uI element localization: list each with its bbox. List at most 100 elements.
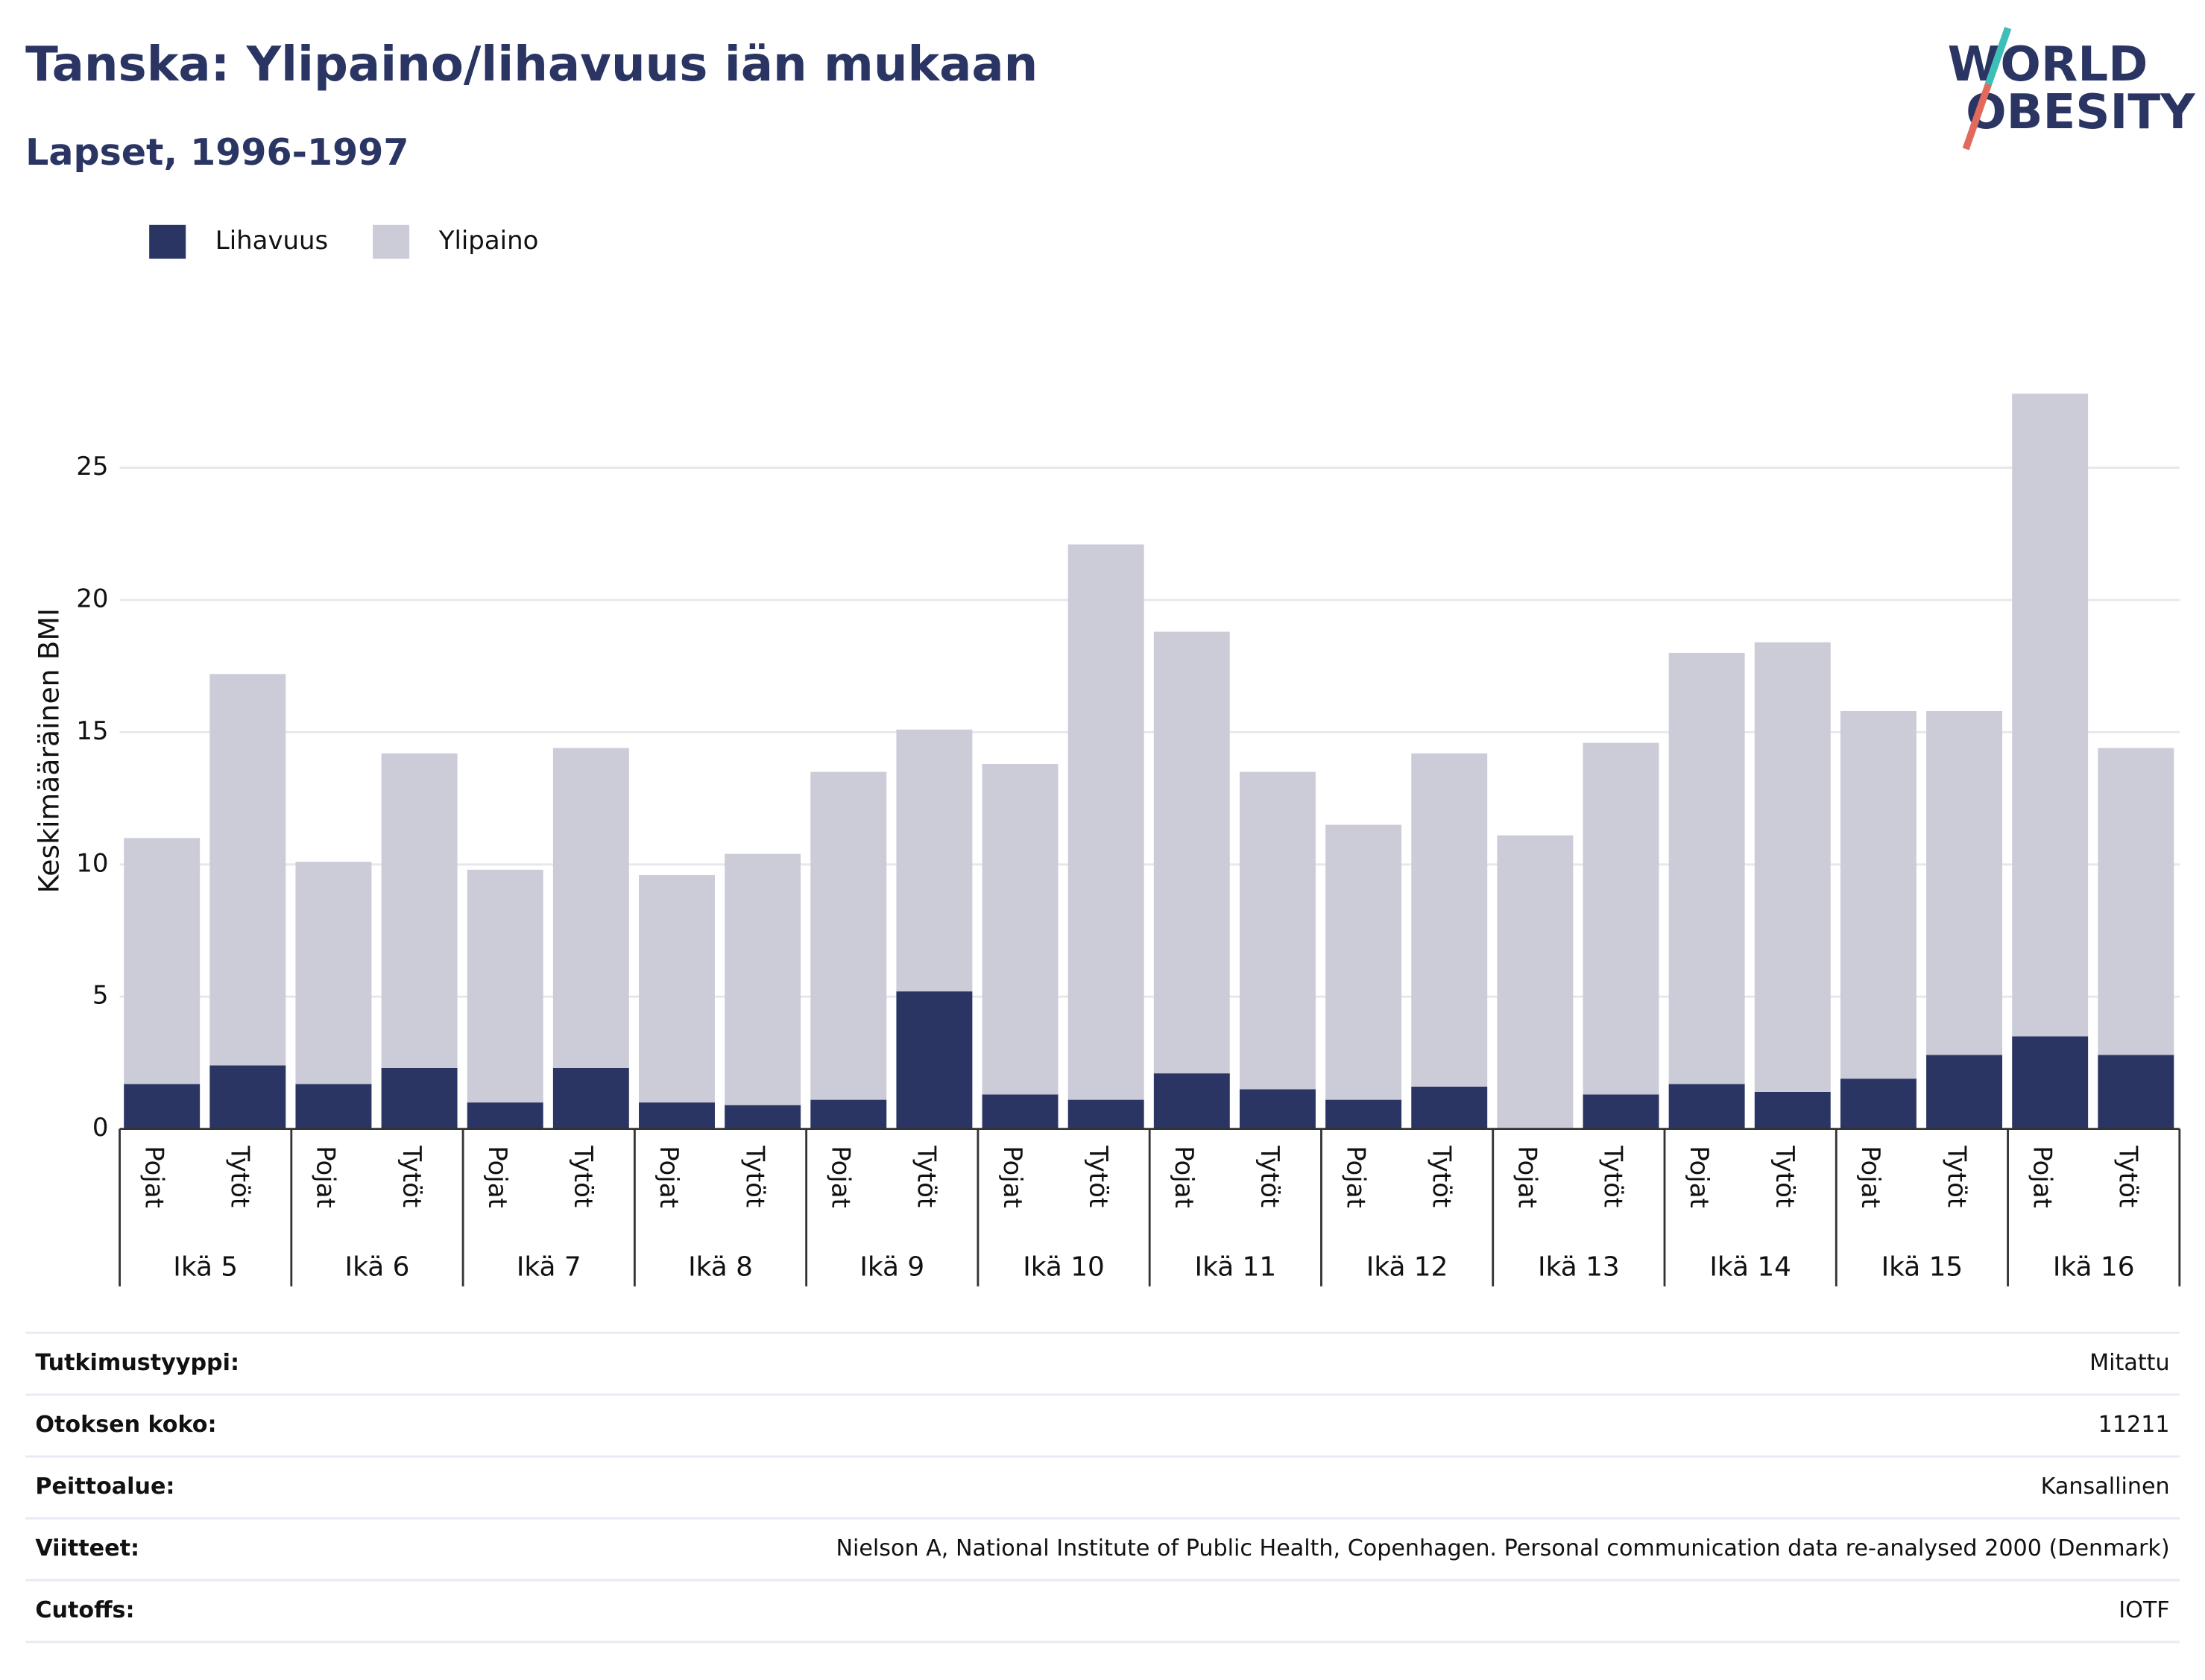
- y-tick-label: 20: [76, 584, 108, 613]
- x-tick-label: Tytöt: [1426, 1145, 1456, 1207]
- x-tick-label: Pojat: [1340, 1146, 1370, 1208]
- bar-segment: [1067, 544, 1144, 1100]
- x-tick-label: Tytöt: [397, 1145, 426, 1207]
- info-value: Nielson A, National Institute of Public …: [836, 1535, 2169, 1561]
- x-tick-label: Pojat: [2027, 1146, 2057, 1208]
- x-tick-label: Pojat: [1512, 1146, 1542, 1208]
- group-label: Ikä 14: [1709, 1251, 1791, 1282]
- legend-swatch: [373, 224, 410, 259]
- bar-segment: [124, 1084, 201, 1129]
- y-tick-label: 0: [92, 1113, 109, 1143]
- chart-title: Tanska: Ylipaino/lihavuus iän mukaan: [25, 37, 1038, 92]
- info-label: Cutoffs:: [35, 1597, 134, 1623]
- bar-segment: [2012, 1036, 2089, 1129]
- bar-segment: [1153, 1073, 1230, 1129]
- info-label: Viitteet:: [35, 1535, 139, 1561]
- bar-segment: [1067, 1099, 1144, 1129]
- x-tick-label: Pojat: [482, 1146, 512, 1208]
- info-label: Tutkimustyyppi:: [35, 1350, 239, 1376]
- bar-segment: [1926, 1055, 2003, 1129]
- bar-segment: [1325, 824, 1402, 1100]
- bar-segment: [552, 748, 629, 1069]
- y-tick-label: 10: [76, 848, 108, 878]
- x-tick-label: Tytöt: [2113, 1145, 2143, 1207]
- x-tick-label: Tytöt: [1255, 1145, 1284, 1207]
- group-label: Ikä 8: [688, 1251, 753, 1282]
- group-label: Ikä 7: [517, 1251, 581, 1282]
- bar-segment: [295, 862, 372, 1084]
- group-label: Ikä 9: [859, 1251, 924, 1282]
- bar-segment: [982, 1094, 1059, 1129]
- bar-segment: [725, 853, 801, 1105]
- bar-segment: [1668, 652, 1745, 1084]
- info-value: Kansallinen: [2041, 1474, 2170, 1500]
- bar-segment: [467, 1102, 543, 1129]
- bar-segment: [1840, 711, 1917, 1079]
- bar-segment: [896, 991, 973, 1129]
- x-tick-label: Tytöt: [1770, 1145, 1799, 1207]
- group-label: Ikä 5: [173, 1251, 238, 1282]
- bar-segment: [2098, 748, 2174, 1055]
- info-value: IOTF: [2119, 1597, 2169, 1623]
- bar-segment: [1754, 642, 1831, 1092]
- x-tick-label: Tytöt: [739, 1145, 769, 1207]
- bar-segment: [639, 1102, 715, 1129]
- x-tick-label: Tytöt: [568, 1145, 598, 1207]
- bar-segment: [1497, 835, 1574, 1129]
- info-label: Otoksen koko:: [35, 1412, 216, 1438]
- bar-segment: [1926, 711, 2003, 1055]
- y-tick-label: 25: [76, 452, 108, 481]
- x-tick-label: Tytöt: [1598, 1145, 1628, 1207]
- bar-segment: [810, 771, 887, 1100]
- x-tick-label: Pojat: [654, 1146, 684, 1208]
- y-axis-label: Keskimääräinen BMI: [33, 608, 66, 894]
- bar-segment: [1583, 742, 1659, 1095]
- bar-segment: [1668, 1084, 1745, 1129]
- logo-text: WORLD: [1948, 37, 2148, 92]
- bar-segment: [1153, 631, 1230, 1074]
- bar-segment: [295, 1084, 372, 1129]
- chart-subtitle: Lapset, 1996-1997: [25, 130, 408, 174]
- bar-segment: [1411, 1086, 1488, 1129]
- group-label: Ikä 10: [1023, 1251, 1105, 1282]
- bar-segment: [1754, 1091, 1831, 1129]
- bar-segment: [1583, 1094, 1659, 1129]
- group-label: Ikä 15: [1881, 1251, 1963, 1282]
- x-tick-label: Pojat: [997, 1146, 1027, 1208]
- bar-segment: [381, 753, 458, 1069]
- bar-segment: [810, 1099, 887, 1129]
- bar-segment: [552, 1068, 629, 1129]
- x-tick-label: Pojat: [826, 1146, 856, 1208]
- bar-segment: [381, 1068, 458, 1129]
- legend-swatch: [149, 224, 186, 259]
- x-tick-label: Tytöt: [225, 1145, 255, 1207]
- info-value: 11211: [2098, 1412, 2170, 1438]
- legend-label: Ylipaino: [438, 226, 539, 256]
- logo-text: OBESITY: [1966, 84, 2196, 140]
- x-tick-label: Pojat: [1684, 1146, 1714, 1208]
- y-tick-label: 5: [92, 981, 109, 1011]
- bar-segment: [725, 1105, 801, 1129]
- x-tick-label: Pojat: [1169, 1146, 1199, 1208]
- bar-segment: [982, 763, 1059, 1095]
- group-label: Ikä 11: [1195, 1251, 1277, 1282]
- y-tick-label: 15: [76, 716, 108, 746]
- group-label: Ikä 6: [345, 1251, 410, 1282]
- bar-segment: [2012, 394, 2089, 1037]
- logo-slash: [1984, 27, 2012, 86]
- group-label: Ikä 12: [1366, 1251, 1448, 1282]
- group-label: Ikä 13: [1538, 1251, 1620, 1282]
- x-tick-label: Tytöt: [912, 1145, 941, 1207]
- info-label: Peittoalue:: [35, 1474, 174, 1500]
- bar-segment: [1239, 771, 1316, 1090]
- info-value: Mitattu: [2089, 1350, 2169, 1376]
- bar-segment: [2098, 1055, 2174, 1129]
- x-tick-label: Pojat: [311, 1146, 341, 1208]
- bar-segment: [896, 729, 973, 992]
- bar-segment: [1840, 1079, 1917, 1129]
- x-tick-label: Pojat: [139, 1146, 168, 1208]
- bar-segment: [639, 874, 715, 1103]
- group-label: Ikä 16: [2053, 1251, 2135, 1282]
- bar-segment: [209, 1065, 286, 1129]
